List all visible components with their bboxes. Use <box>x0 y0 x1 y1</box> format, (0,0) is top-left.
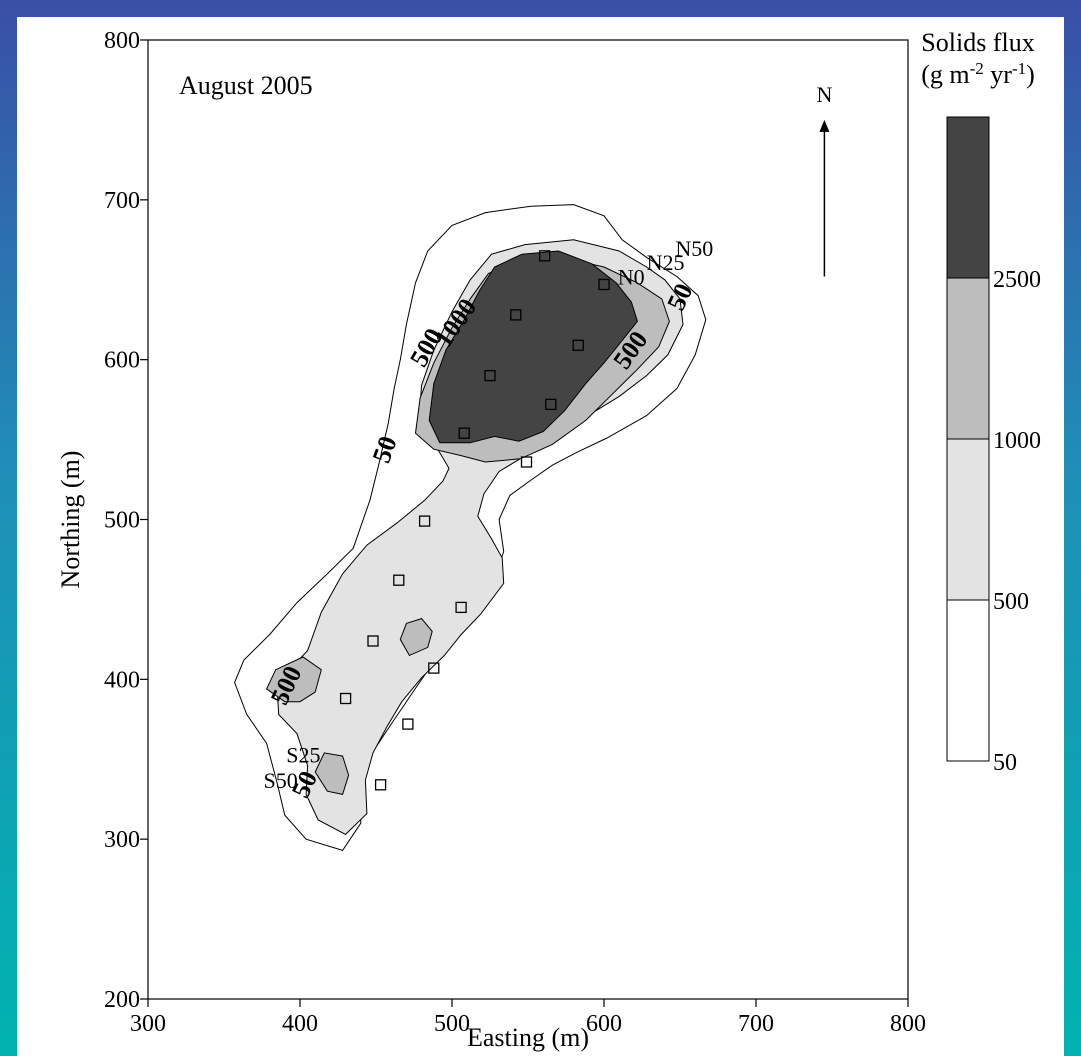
colorbar-label-2500: 2500 <box>993 267 1041 293</box>
sample-point-12 <box>428 662 440 674</box>
x-axis-title: Easting (m) <box>467 1023 589 1052</box>
sample-point-3 <box>572 339 584 351</box>
colorbar-unit-sup2: -1 <box>1012 59 1026 78</box>
y-tick-label-0: 200 <box>104 987 140 1013</box>
contour-2500-region-0 <box>428 250 638 444</box>
colorbar-unit-suffix: ) <box>1026 60 1035 89</box>
sample-point-10 <box>455 601 467 614</box>
contour-1000-region-2 <box>265 656 322 703</box>
colorbar-segment-1000 <box>946 277 990 440</box>
colorbar-unit-mid: yr <box>984 60 1013 89</box>
figure: 1000 500 500 50 50 500 50 N0 N25 N50 S25 S50 300 400… <box>17 17 1064 1056</box>
colorbar-label-500: 500 <box>993 589 1029 615</box>
x-tick-label-3: 600 <box>586 1011 622 1037</box>
sample-point-1 <box>598 278 610 291</box>
contour-1000-region-3 <box>399 618 433 657</box>
sample-point-6 <box>458 427 470 439</box>
y-tick-label-3: 500 <box>104 508 140 534</box>
x-tick-label-5: 800 <box>890 1011 926 1037</box>
sample-point-5 <box>545 398 557 411</box>
site-label-2: N50 <box>675 236 713 261</box>
y-tick-label-1: 300 <box>104 827 140 853</box>
x-tick-label-2: 500 <box>434 1011 470 1037</box>
colorbar-unit-sup1: -2 <box>970 59 984 78</box>
site-label-0: N0 <box>618 265 645 290</box>
sample-point-11 <box>367 635 379 647</box>
contour-1000-region-1 <box>314 752 350 795</box>
x-tick-label-0: 300 <box>130 1011 166 1037</box>
colorbar: 50 500 1000 2500 <box>946 116 1041 776</box>
sample-point-9 <box>393 574 405 586</box>
colorbar-label-50: 50 <box>993 750 1017 776</box>
sample-point-15 <box>374 779 387 791</box>
y-axis-title: Northing (m) <box>56 451 85 589</box>
colorbar-label-1000: 1000 <box>993 428 1041 454</box>
sample-point-14 <box>402 718 414 730</box>
sample-point-7 <box>520 456 533 468</box>
sample-point-0 <box>539 250 551 262</box>
north-arrow-label: N <box>816 82 832 107</box>
colorbar-title-line1: Solids flux <box>921 28 1034 57</box>
plot-frame <box>147 39 909 1000</box>
contour-fills <box>234 204 707 851</box>
site-label-1: N25 <box>647 250 685 275</box>
y-tick-label-5: 700 <box>104 188 140 214</box>
site-label-3: S25 <box>286 742 320 767</box>
y-tick-label-6: 800 <box>104 28 140 54</box>
x-tick-label-1: 400 <box>282 1011 318 1037</box>
y-tick-label-4: 600 <box>104 348 140 374</box>
sample-point-4 <box>484 369 496 382</box>
colorbar-segment-500 <box>946 438 990 601</box>
colorbar-unit-prefix: (g m <box>921 60 969 89</box>
colorbar-segment-50 <box>946 599 990 762</box>
sample-point-8 <box>418 515 431 527</box>
colorbar-title-line2: (g m-2 yr-1) <box>921 59 1035 89</box>
colorbar-segment-2500 <box>946 116 990 279</box>
sample-point-2 <box>510 309 522 321</box>
sample-point-13 <box>339 692 352 705</box>
x-tick-label-4: 700 <box>738 1011 774 1037</box>
y-tick-label-2: 400 <box>104 667 140 693</box>
date-annotation: August 2005 <box>179 71 313 100</box>
site-label-4: S50 <box>264 768 298 793</box>
north-arrow-head <box>819 119 830 132</box>
